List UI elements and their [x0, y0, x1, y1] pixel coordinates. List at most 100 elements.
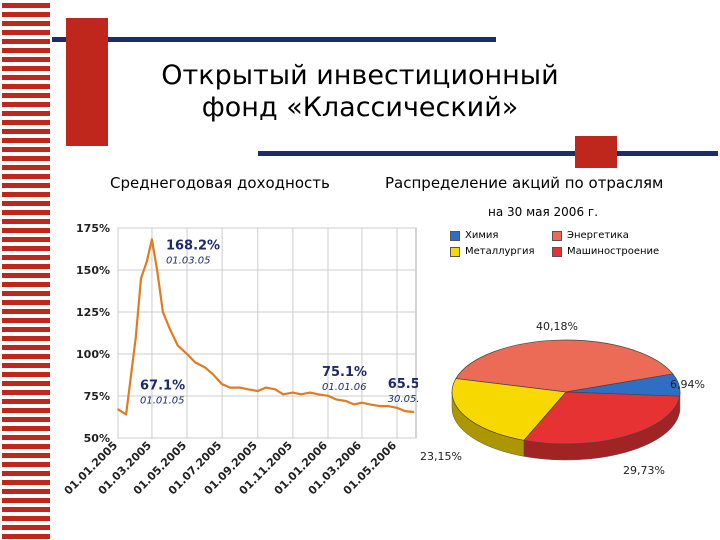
- stripe: [2, 255, 50, 260]
- stripe: [2, 390, 50, 395]
- data-point: [300, 393, 302, 396]
- legend-swatch: [450, 230, 460, 241]
- legend-label: Металлургия: [465, 246, 535, 257]
- data-point: [145, 260, 148, 263]
- stripe: [2, 291, 50, 296]
- legend-item: Металлургия: [450, 246, 535, 257]
- decorative-block-bottom: [575, 136, 617, 168]
- stripe: [2, 174, 50, 179]
- stripe: [2, 264, 50, 269]
- stripe: [2, 426, 50, 431]
- stripe: [2, 534, 50, 539]
- data-point: [317, 393, 320, 396]
- y-tick-label: 100%: [76, 348, 110, 361]
- section-label-distribution: Распределение акций по отраслям: [385, 174, 664, 192]
- annotation-date: 01.03.05: [166, 255, 211, 266]
- data-point: [221, 383, 223, 386]
- stripe: [2, 165, 50, 170]
- pie-slice: [451, 378, 567, 441]
- annotation-value: 65.5%: [388, 377, 418, 392]
- data-point: [239, 386, 241, 389]
- stripe: [2, 93, 50, 98]
- legend-swatch: [552, 246, 562, 257]
- data-point: [378, 405, 381, 407]
- data-point: [177, 344, 179, 347]
- stripe: [2, 273, 50, 278]
- data-point: [212, 373, 214, 375]
- legend-label: Машиностроение: [567, 246, 660, 257]
- stripe: [2, 480, 50, 485]
- annotation-date: 01.01.06: [322, 382, 367, 393]
- annotation-date: 01.01.05: [140, 395, 185, 406]
- pie-legend: Химия Энергетика Металлургия Машиностроение: [450, 230, 680, 266]
- stripe: [2, 336, 50, 341]
- data-point: [247, 388, 249, 391]
- pie-subtitle: на 30 мая 2006 г.: [488, 205, 599, 219]
- data-point: [151, 238, 153, 241]
- data-point: [140, 277, 142, 280]
- data-point: [353, 403, 355, 406]
- stripe: [2, 444, 50, 449]
- data-point: [387, 405, 389, 407]
- stripe: [2, 84, 50, 89]
- stripe: [2, 102, 50, 107]
- data-point: [265, 386, 267, 389]
- data-point: [412, 411, 415, 413]
- pie-slice-label: 23,15%: [420, 450, 462, 463]
- stripe: [2, 282, 50, 287]
- stripe: [2, 408, 50, 413]
- page-title: Открытый инвестиционный фонд «Классическ…: [0, 60, 720, 124]
- stripe: [2, 129, 50, 134]
- stripe: [2, 471, 50, 476]
- data-point: [309, 391, 311, 394]
- annotation-value: 75.1%: [322, 365, 367, 380]
- data-point: [327, 395, 329, 397]
- stripe: [2, 507, 50, 512]
- plot-area: [117, 227, 417, 439]
- data-point: [156, 269, 158, 271]
- stripe: [2, 525, 50, 530]
- stripe: [2, 111, 50, 116]
- stripe: [2, 327, 50, 332]
- stripe: [2, 120, 50, 125]
- data-point: [194, 361, 196, 364]
- title-line-1: Открытый инвестиционный: [161, 60, 559, 91]
- legend-swatch: [552, 230, 562, 241]
- y-tick-label: 50%: [84, 432, 110, 445]
- stripe: [2, 300, 50, 305]
- data-point: [404, 410, 406, 412]
- y-tick-label: 150%: [76, 264, 110, 277]
- data-point: [186, 353, 188, 355]
- section-label-yield: Среднегодовая доходность: [110, 174, 330, 192]
- data-point: [204, 366, 206, 369]
- data-point: [292, 391, 294, 394]
- stripe: [2, 3, 50, 8]
- data-point: [369, 403, 371, 406]
- stripe: [2, 156, 50, 161]
- stripe: [2, 138, 50, 143]
- data-point: [125, 413, 127, 416]
- data-point: [282, 393, 284, 396]
- y-tick-label: 75%: [84, 390, 110, 403]
- stripe: [2, 192, 50, 197]
- decorative-stripe-column: [2, 3, 50, 539]
- stripe: [2, 210, 50, 215]
- legend-swatch: [450, 246, 460, 257]
- stripe: [2, 21, 50, 26]
- stripe: [2, 183, 50, 188]
- annotation-date: 30.05.06: [388, 394, 418, 405]
- stripe: [2, 39, 50, 44]
- annotation-value: 67.1%: [140, 378, 185, 393]
- data-point: [345, 400, 347, 402]
- sector-pie-chart: 40,18% 6,94% 29,73% 23,15%: [420, 320, 705, 477]
- stripe: [2, 417, 50, 422]
- data-point: [168, 328, 171, 330]
- stripe: [2, 228, 50, 233]
- pie-slice-label: 40,18%: [536, 320, 578, 333]
- stripe: [2, 309, 50, 314]
- yield-line-chart: 175%150%125%100%75%50%01.01.200501.03.20…: [62, 222, 418, 497]
- stripe: [2, 246, 50, 251]
- legend-item: Машиностроение: [552, 246, 659, 257]
- data-point: [361, 401, 363, 404]
- stripe: [2, 498, 50, 503]
